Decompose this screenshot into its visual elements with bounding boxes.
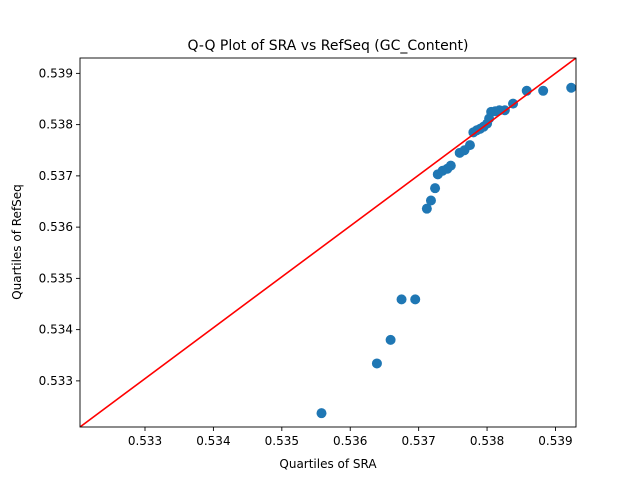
y-tick-label: 0.536 xyxy=(39,220,73,234)
y-tick-label: 0.537 xyxy=(39,169,73,183)
axes-frame xyxy=(79,57,577,428)
x-tick-label: 0.537 xyxy=(401,434,435,448)
y-tick-label: 0.538 xyxy=(39,118,73,132)
reference-line xyxy=(80,58,576,427)
data-point xyxy=(566,82,576,93)
data-point xyxy=(371,358,382,369)
x-tick-label: 0.535 xyxy=(265,434,299,448)
data-point xyxy=(430,183,441,194)
data-point xyxy=(385,334,396,345)
y-axis-label: Quartiles of RefSeq xyxy=(10,184,24,300)
plot-area: 0.533 0.534 0.535 0.536 0.537 0.538 0.539 0.533… xyxy=(39,57,577,448)
y-tick-label: 0.535 xyxy=(39,271,73,285)
data-point xyxy=(421,203,432,214)
x-tick-label: 0.536 xyxy=(333,434,367,448)
data-point xyxy=(538,85,549,96)
x-tick-label: 0.533 xyxy=(128,434,162,448)
x-tick-label: 0.534 xyxy=(196,434,230,448)
data-point xyxy=(316,408,327,419)
y-tick-label: 0.539 xyxy=(39,66,73,80)
data-point xyxy=(396,294,407,305)
y-tick-label: 0.534 xyxy=(39,323,73,337)
data-point xyxy=(464,140,475,151)
data-point xyxy=(410,294,421,305)
chart-title: Q-Q Plot of SRA vs RefSeq (GC_Content) xyxy=(187,38,468,54)
x-axis-label: Quartiles of SRA xyxy=(279,457,377,471)
data-point xyxy=(425,195,436,206)
x-tick-label: 0.539 xyxy=(538,434,572,448)
data-point xyxy=(445,160,456,171)
y-tick-label: 0.533 xyxy=(39,374,73,388)
x-tick-label: 0.538 xyxy=(470,434,504,448)
